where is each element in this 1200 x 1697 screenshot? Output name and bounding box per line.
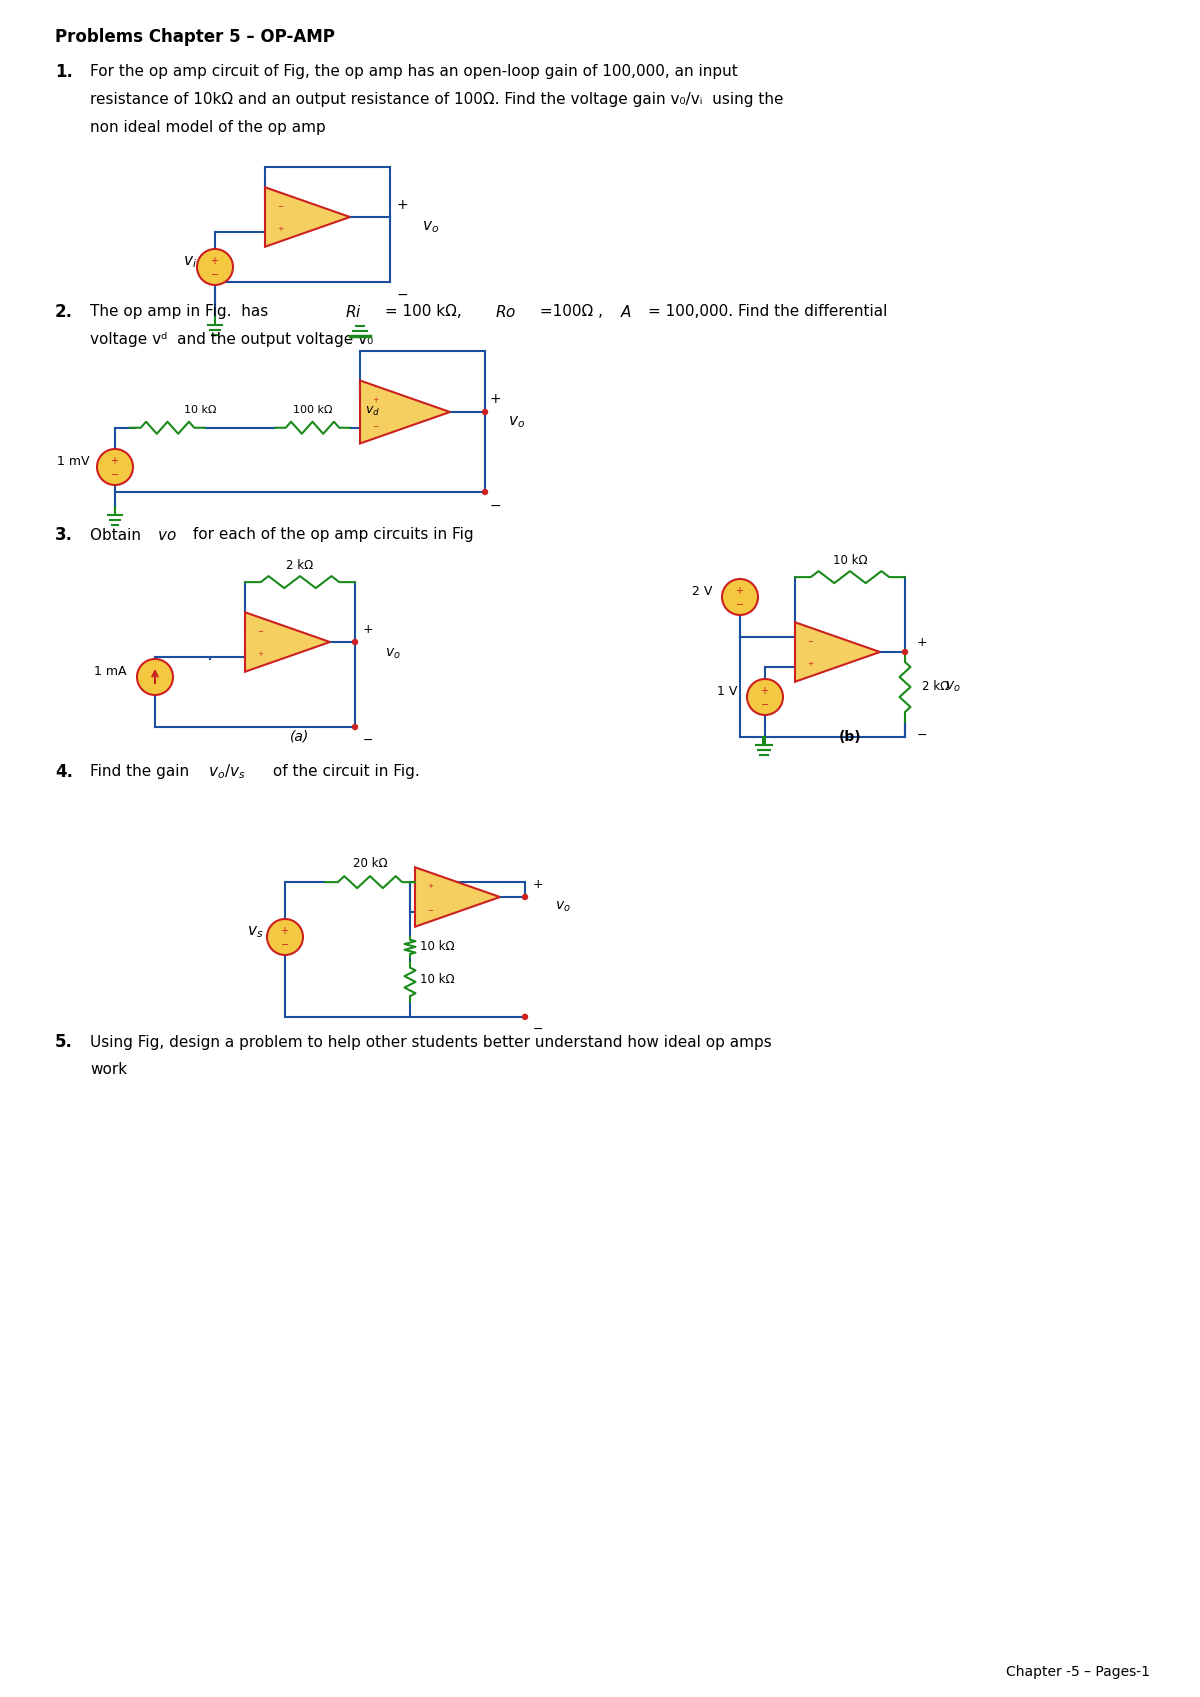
Text: $v_o$: $v_o$ [508,414,526,429]
Text: =100Ω ,: =100Ω , [535,304,604,319]
Circle shape [268,920,304,955]
Text: $+$: $+$ [806,660,814,669]
Circle shape [197,249,233,285]
Text: 10 kΩ: 10 kΩ [833,555,868,567]
Circle shape [97,450,133,485]
Text: of the circuit in Fig.: of the circuit in Fig. [268,765,420,779]
Text: resistance of 10kΩ and an output resistance of 100Ω. Find the voltage gain v₀/vᵢ: resistance of 10kΩ and an output resista… [90,93,784,107]
Text: $v_o$: $v_o$ [554,899,571,915]
Circle shape [137,658,173,696]
Circle shape [522,1015,528,1020]
Polygon shape [245,613,330,672]
Text: work: work [90,1062,127,1078]
Circle shape [722,579,758,614]
Text: non ideal model of the op amp: non ideal model of the op amp [90,120,325,136]
Text: $-$: $-$ [761,697,769,708]
Text: $A$: $A$ [620,304,632,321]
Polygon shape [360,380,450,443]
Text: 3.: 3. [55,526,73,545]
Text: $+$: $+$ [362,623,373,636]
Text: $v_s$: $v_s$ [247,925,263,940]
Text: 20 kΩ: 20 kΩ [353,857,388,871]
Polygon shape [265,187,350,246]
Text: $+$: $+$ [396,199,408,212]
Circle shape [353,640,358,645]
Text: $v_i$: $v_i$ [184,255,197,270]
Text: $-$: $-$ [533,1022,544,1035]
Circle shape [353,725,358,730]
Text: $+$: $+$ [110,455,120,467]
Text: $+$: $+$ [372,395,380,404]
Text: $-$: $-$ [488,497,502,512]
Text: 2.: 2. [55,304,73,321]
Text: $-$: $-$ [110,468,120,479]
Text: 1 V: 1 V [716,686,737,699]
Text: 1.: 1. [55,63,73,81]
Text: 5.: 5. [55,1033,73,1050]
Text: $-$: $-$ [362,733,373,745]
Text: 4.: 4. [55,764,73,781]
Text: for each of the op amp circuits in Fig: for each of the op amp circuits in Fig [188,528,474,543]
Text: 10 kΩ: 10 kΩ [184,406,216,414]
Text: $-$: $-$ [210,268,220,278]
Text: voltage vᵈ  and the output voltage v₀: voltage vᵈ and the output voltage v₀ [90,333,373,348]
Text: $v_o/v_s$: $v_o/v_s$ [208,762,246,781]
Text: = 100,000. Find the differential: = 100,000. Find the differential [648,304,887,319]
Text: $v_o$: $v_o$ [385,647,401,662]
Text: The op amp in Fig.  has: The op amp in Fig. has [90,304,274,319]
Text: (b): (b) [839,730,862,743]
Text: $-$: $-$ [281,938,289,949]
Text: $-$: $-$ [396,287,408,300]
Text: $v_d$: $v_d$ [365,404,380,417]
Circle shape [748,679,784,714]
Text: Using Fig, design a problem to help other students better understand how ideal o: Using Fig, design a problem to help othe… [90,1035,772,1049]
Text: $v_o$: $v_o$ [946,680,961,694]
Circle shape [482,489,487,494]
Text: $-$: $-$ [806,636,814,643]
Circle shape [522,894,528,899]
Text: 1 mV: 1 mV [58,455,90,468]
Text: $+$: $+$ [427,881,434,889]
Circle shape [482,409,487,414]
Text: = 100 kΩ,: = 100 kΩ, [380,304,462,319]
Text: $+$: $+$ [277,224,284,234]
Text: $Ri$: $Ri$ [346,304,361,321]
Text: $+$: $+$ [736,585,744,597]
Text: 100 kΩ: 100 kΩ [293,406,332,414]
Text: $-$: $-$ [372,421,380,428]
Text: $+$: $+$ [210,256,220,266]
Text: For the op amp circuit of Fig, the op amp has an open-loop gain of 100,000, an i: For the op amp circuit of Fig, the op am… [90,64,738,80]
Text: 2 V: 2 V [691,585,712,599]
Text: $+$: $+$ [917,635,928,648]
Text: $-$: $-$ [427,906,434,911]
Text: Obtain: Obtain [90,528,146,543]
Text: $-$: $-$ [736,597,744,608]
Polygon shape [796,623,880,682]
Text: (a): (a) [290,730,310,743]
Text: 1 mA: 1 mA [95,665,127,679]
Text: $-$: $-$ [277,202,284,209]
Text: $+$: $+$ [533,879,544,891]
Text: 2 kΩ: 2 kΩ [922,680,949,694]
Text: Find the gain: Find the gain [90,765,194,779]
Text: $-$: $-$ [257,628,264,633]
Text: $+$: $+$ [257,650,264,658]
Text: Problems Chapter 5 – OP-AMP: Problems Chapter 5 – OP-AMP [55,27,335,46]
Text: $Ro$: $Ro$ [496,304,516,321]
Text: $v_o$: $v_o$ [422,219,439,234]
Text: Chapter -5 – Pages-1: Chapter -5 – Pages-1 [1006,1665,1150,1678]
Text: $-$: $-$ [917,728,928,740]
Text: $vo$: $vo$ [157,528,176,543]
Text: $+$: $+$ [761,686,769,696]
Text: 10 kΩ: 10 kΩ [420,940,455,954]
Text: 2 kΩ: 2 kΩ [287,558,313,572]
Text: $+$: $+$ [488,392,502,406]
Text: 10 kΩ: 10 kΩ [420,972,455,986]
Text: $+$: $+$ [281,925,289,937]
Circle shape [902,650,907,655]
Polygon shape [415,867,500,927]
